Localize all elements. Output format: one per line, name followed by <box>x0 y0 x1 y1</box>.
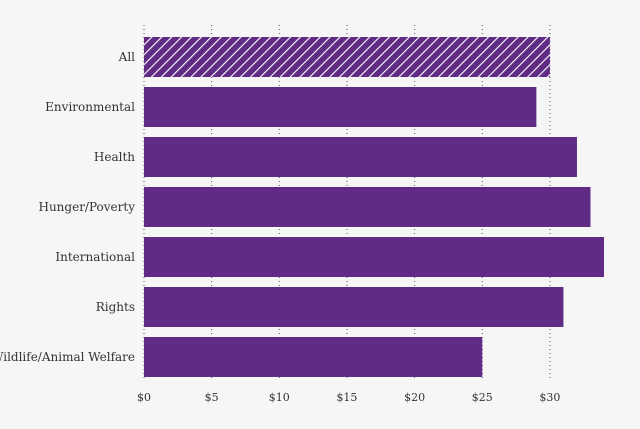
category-label: International <box>55 250 135 264</box>
x-axis-ticks: $0 $5 $10 $15 $20 $25 $30 <box>137 391 560 404</box>
x-tick-label: $30 <box>539 391 560 404</box>
category-label: Wildlife/Animal Welfare <box>0 350 135 364</box>
category-label: Environmental <box>45 100 135 114</box>
category-label: Hunger/Poverty <box>38 200 135 214</box>
bar[interactable] <box>144 87 537 127</box>
x-tick-label: $5 <box>205 391 219 404</box>
category-label: Health <box>94 150 135 164</box>
category-label: All <box>118 50 136 64</box>
bar[interactable] <box>144 187 591 227</box>
bar[interactable] <box>144 287 564 327</box>
bar[interactable] <box>144 137 577 177</box>
x-tick-label: $15 <box>336 391 357 404</box>
x-tick-label: $0 <box>137 391 151 404</box>
category-labels: All Environmental Health Hunger/Poverty Inte… <box>0 50 135 364</box>
bar[interactable] <box>144 337 483 377</box>
bar[interactable] <box>144 237 605 277</box>
x-tick-label: $25 <box>472 391 493 404</box>
bar[interactable] <box>144 37 550 77</box>
category-label: Rights <box>96 300 135 314</box>
bars <box>144 37 605 377</box>
x-tick-label: $20 <box>404 391 425 404</box>
x-tick-label: $10 <box>269 391 290 404</box>
